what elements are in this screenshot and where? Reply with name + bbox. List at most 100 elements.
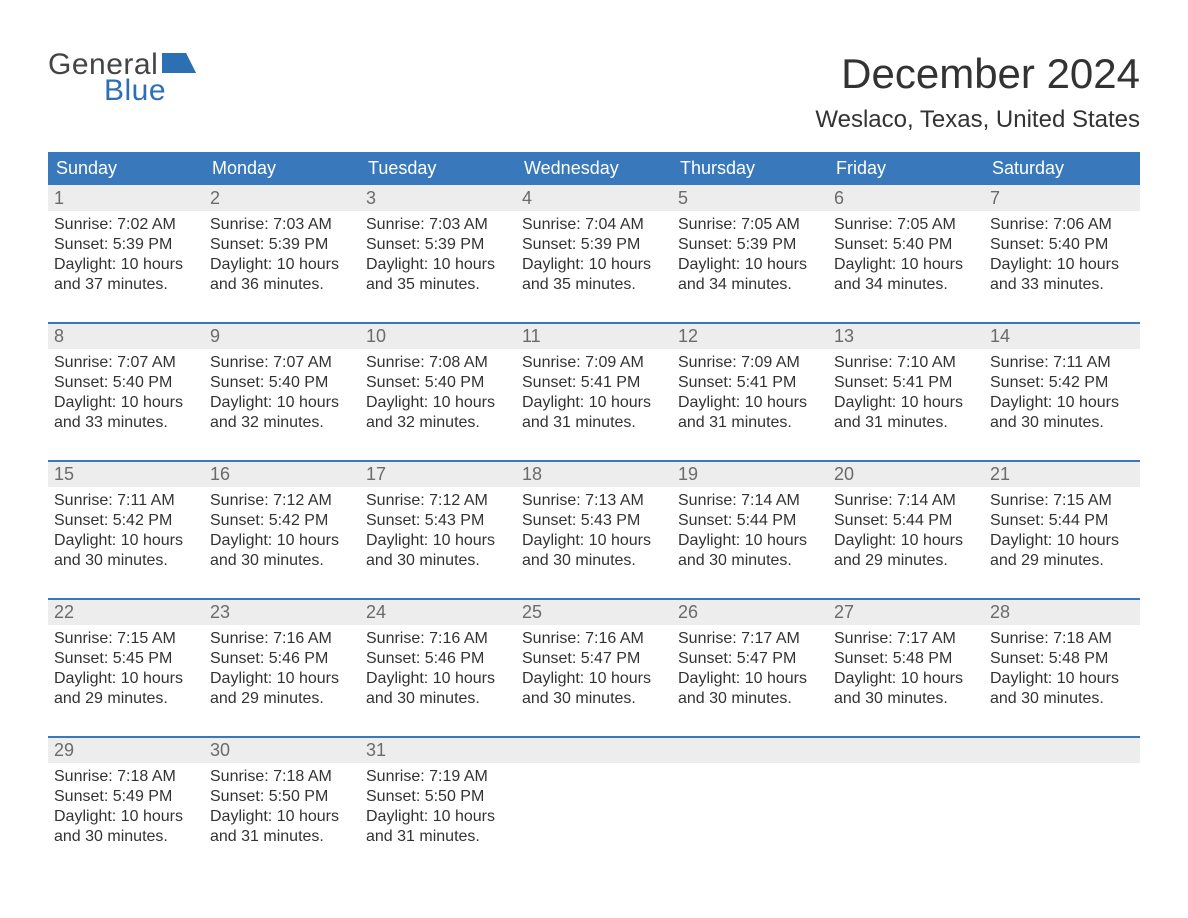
day-info: Sunrise: 7:16 AMSunset: 5:47 PMDaylight:… [516, 625, 672, 719]
daylight-text: Daylight: 10 hours and 30 minutes. [834, 669, 978, 709]
daylight-text: Daylight: 10 hours and 31 minutes. [210, 807, 354, 847]
day-info: Sunrise: 7:05 AMSunset: 5:40 PMDaylight:… [828, 211, 984, 305]
sunset-text: Sunset: 5:45 PM [54, 649, 198, 669]
sunrise-text: Sunrise: 7:17 AM [678, 629, 822, 649]
sunrise-text: Sunrise: 7:15 AM [990, 491, 1134, 511]
separator-cell [828, 443, 984, 461]
day-info: Sunrise: 7:12 AMSunset: 5:42 PMDaylight:… [204, 487, 360, 581]
separator-cell [516, 581, 672, 599]
daylight-text: Daylight: 10 hours and 29 minutes. [54, 669, 198, 709]
day-number: 14 [984, 323, 1140, 349]
sunset-text: Sunset: 5:42 PM [54, 511, 198, 531]
sunrise-text: Sunrise: 7:02 AM [54, 215, 198, 235]
daylight-text: Daylight: 10 hours and 32 minutes. [210, 393, 354, 433]
sunrise-text: Sunrise: 7:11 AM [54, 491, 198, 511]
day-info: Sunrise: 7:08 AMSunset: 5:40 PMDaylight:… [360, 349, 516, 443]
sunrise-text: Sunrise: 7:12 AM [366, 491, 510, 511]
empty-cell [516, 737, 672, 763]
sunset-text: Sunset: 5:46 PM [366, 649, 510, 669]
separator-cell [48, 581, 204, 599]
day-number: 15 [48, 461, 204, 487]
day-info: Sunrise: 7:11 AMSunset: 5:42 PMDaylight:… [984, 349, 1140, 443]
day-info: Sunrise: 7:18 AMSunset: 5:50 PMDaylight:… [204, 763, 360, 857]
day-number-row: 1234567 [48, 185, 1140, 211]
weekday-header: Friday [828, 152, 984, 185]
sunset-text: Sunset: 5:40 PM [54, 373, 198, 393]
day-number: 16 [204, 461, 360, 487]
day-info-row: Sunrise: 7:02 AMSunset: 5:39 PMDaylight:… [48, 211, 1140, 305]
daylight-text: Daylight: 10 hours and 30 minutes. [210, 531, 354, 571]
day-number: 21 [984, 461, 1140, 487]
day-number: 10 [360, 323, 516, 349]
sunset-text: Sunset: 5:44 PM [678, 511, 822, 531]
sunset-text: Sunset: 5:47 PM [678, 649, 822, 669]
day-number: 31 [360, 737, 516, 763]
daylight-text: Daylight: 10 hours and 34 minutes. [678, 255, 822, 295]
calendar-page: General Blue December 2024 Weslaco, Texa… [0, 0, 1188, 897]
sunrise-text: Sunrise: 7:09 AM [522, 353, 666, 373]
sunset-text: Sunset: 5:42 PM [990, 373, 1134, 393]
weekday-header: Monday [204, 152, 360, 185]
day-number-row: 22232425262728 [48, 599, 1140, 625]
sunset-text: Sunset: 5:41 PM [522, 373, 666, 393]
sunrise-text: Sunrise: 7:09 AM [678, 353, 822, 373]
day-number: 12 [672, 323, 828, 349]
sunrise-text: Sunrise: 7:18 AM [990, 629, 1134, 649]
sunrise-text: Sunrise: 7:19 AM [366, 767, 510, 787]
daylight-text: Daylight: 10 hours and 30 minutes. [522, 669, 666, 709]
day-number: 26 [672, 599, 828, 625]
daylight-text: Daylight: 10 hours and 30 minutes. [366, 531, 510, 571]
separator-cell [984, 305, 1140, 323]
day-number: 7 [984, 185, 1140, 211]
separator-cell [204, 719, 360, 737]
day-info: Sunrise: 7:07 AMSunset: 5:40 PMDaylight:… [48, 349, 204, 443]
day-info: Sunrise: 7:07 AMSunset: 5:40 PMDaylight:… [204, 349, 360, 443]
weekday-header: Tuesday [360, 152, 516, 185]
daylight-text: Daylight: 10 hours and 31 minutes. [678, 393, 822, 433]
sunrise-text: Sunrise: 7:17 AM [834, 629, 978, 649]
separator-cell [204, 443, 360, 461]
day-number: 18 [516, 461, 672, 487]
weekday-row: SundayMondayTuesdayWednesdayThursdayFrid… [48, 152, 1140, 185]
sunrise-text: Sunrise: 7:04 AM [522, 215, 666, 235]
day-info-row: Sunrise: 7:15 AMSunset: 5:45 PMDaylight:… [48, 625, 1140, 719]
separator-cell [672, 719, 828, 737]
weekday-header: Thursday [672, 152, 828, 185]
weekday-header: Wednesday [516, 152, 672, 185]
daylight-text: Daylight: 10 hours and 29 minutes. [210, 669, 354, 709]
sunrise-text: Sunrise: 7:10 AM [834, 353, 978, 373]
separator-cell [828, 581, 984, 599]
separator-cell [48, 443, 204, 461]
day-number: 9 [204, 323, 360, 349]
calendar-body: 1234567Sunrise: 7:02 AMSunset: 5:39 PMDa… [48, 185, 1140, 857]
day-info: Sunrise: 7:17 AMSunset: 5:48 PMDaylight:… [828, 625, 984, 719]
sunset-text: Sunset: 5:49 PM [54, 787, 198, 807]
day-info: Sunrise: 7:03 AMSunset: 5:39 PMDaylight:… [360, 211, 516, 305]
sunrise-text: Sunrise: 7:16 AM [210, 629, 354, 649]
daylight-text: Daylight: 10 hours and 31 minutes. [834, 393, 978, 433]
day-number: 22 [48, 599, 204, 625]
daylight-text: Daylight: 10 hours and 37 minutes. [54, 255, 198, 295]
daylight-text: Daylight: 10 hours and 35 minutes. [522, 255, 666, 295]
separator-cell [48, 305, 204, 323]
separator-cell [516, 443, 672, 461]
day-number: 27 [828, 599, 984, 625]
day-info: Sunrise: 7:19 AMSunset: 5:50 PMDaylight:… [360, 763, 516, 857]
day-info: Sunrise: 7:15 AMSunset: 5:45 PMDaylight:… [48, 625, 204, 719]
sunrise-text: Sunrise: 7:06 AM [990, 215, 1134, 235]
sunset-text: Sunset: 5:50 PM [210, 787, 354, 807]
empty-cell [828, 763, 984, 857]
day-info: Sunrise: 7:12 AMSunset: 5:43 PMDaylight:… [360, 487, 516, 581]
day-info: Sunrise: 7:09 AMSunset: 5:41 PMDaylight:… [516, 349, 672, 443]
daylight-text: Daylight: 10 hours and 32 minutes. [366, 393, 510, 433]
day-info: Sunrise: 7:04 AMSunset: 5:39 PMDaylight:… [516, 211, 672, 305]
day-number: 28 [984, 599, 1140, 625]
separator-cell [360, 581, 516, 599]
day-number-row: 891011121314 [48, 323, 1140, 349]
title-block: December 2024 Weslaco, Texas, United Sta… [815, 50, 1140, 134]
day-info: Sunrise: 7:18 AMSunset: 5:49 PMDaylight:… [48, 763, 204, 857]
empty-cell [984, 737, 1140, 763]
day-info-row: Sunrise: 7:18 AMSunset: 5:49 PMDaylight:… [48, 763, 1140, 857]
day-info: Sunrise: 7:05 AMSunset: 5:39 PMDaylight:… [672, 211, 828, 305]
empty-cell [984, 763, 1140, 857]
